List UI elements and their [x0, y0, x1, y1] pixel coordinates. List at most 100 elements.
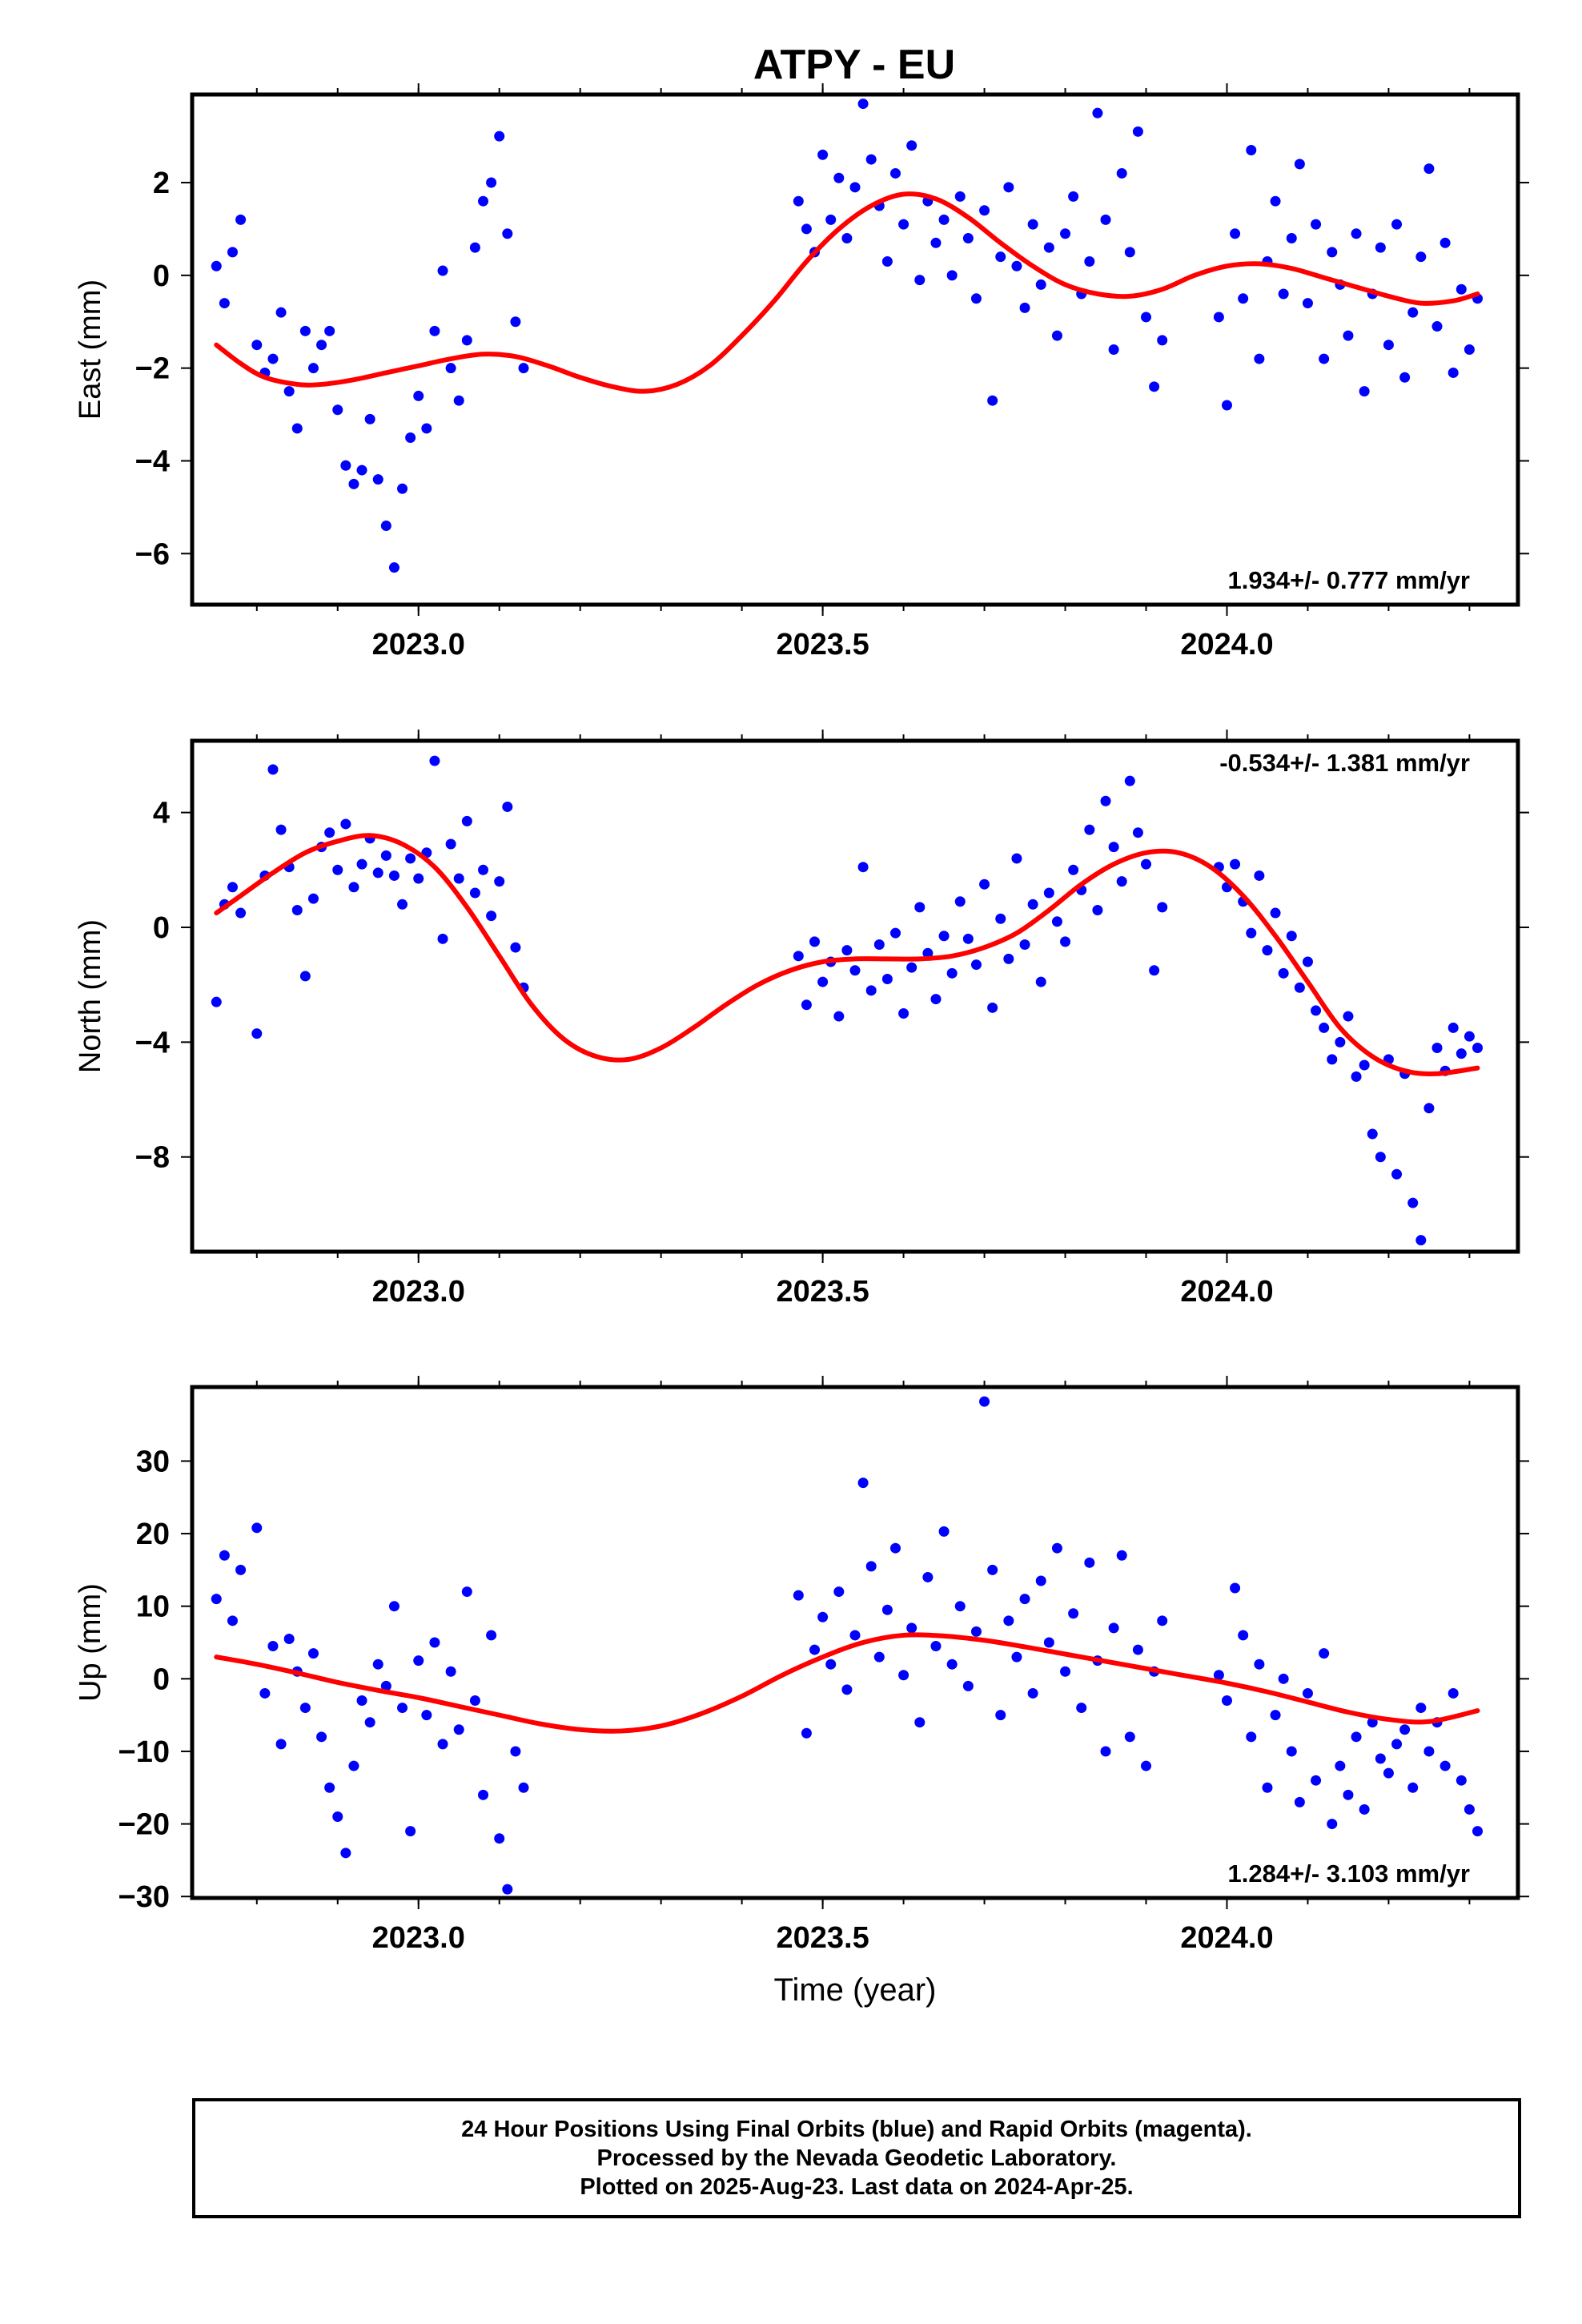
- data-point: [906, 140, 917, 151]
- data-point: [1213, 1670, 1224, 1681]
- data-point: [453, 873, 464, 884]
- data-point: [1464, 1031, 1475, 1042]
- data-point: [1343, 1011, 1354, 1022]
- data-point: [275, 1739, 287, 1750]
- data-point: [962, 233, 974, 244]
- data-point: [340, 1848, 351, 1859]
- data-point: [1278, 967, 1289, 979]
- plot-frame-east: [190, 92, 1520, 607]
- x-tick-label: 2023.5: [776, 1275, 869, 1309]
- data-point: [388, 1601, 400, 1612]
- y-tick-label: 10: [136, 1590, 170, 1624]
- data-point: [1447, 1022, 1459, 1033]
- data-point: [1399, 1724, 1411, 1735]
- data-point: [429, 1637, 440, 1648]
- y-tick-label: −8: [135, 1141, 170, 1175]
- data-point: [1124, 247, 1135, 258]
- data-point: [1051, 916, 1062, 927]
- data-point: [898, 219, 909, 230]
- data-point: [405, 1826, 416, 1837]
- x-tick-label: 2024.0: [1180, 628, 1273, 661]
- data-point: [494, 876, 505, 887]
- data-point: [502, 801, 513, 812]
- data-point: [1319, 1648, 1330, 1659]
- data-point: [1302, 1687, 1313, 1699]
- data-point: [817, 149, 829, 160]
- y-axis-label-north: North (mm): [74, 919, 107, 1073]
- data-point: [1157, 902, 1168, 913]
- data-point: [1116, 1550, 1127, 1561]
- data-point: [1472, 1043, 1484, 1054]
- data-point: [1343, 1789, 1354, 1800]
- data-point: [356, 858, 367, 870]
- data-point: [1270, 195, 1281, 207]
- data-point: [1311, 219, 1322, 230]
- data-point: [841, 233, 853, 244]
- data-point: [388, 562, 400, 573]
- data-point: [461, 815, 472, 826]
- data-point: [1431, 1043, 1443, 1054]
- footer-line-1: 24 Hour Positions Using Final Orbits (bl…: [461, 2117, 1252, 2142]
- data-point: [275, 824, 287, 835]
- y-tick-label: 0: [153, 911, 170, 945]
- y-tick-label: 0: [153, 259, 170, 293]
- data-point: [299, 325, 311, 336]
- data-point: [987, 395, 998, 406]
- data-point: [1132, 1644, 1143, 1655]
- data-point: [946, 270, 958, 281]
- x-tick-label: 2023.0: [372, 1921, 465, 1955]
- rate-annotation-north: -0.534+/- 1.381 mm/yr: [1219, 749, 1470, 777]
- data-point: [1238, 1630, 1249, 1641]
- data-point: [793, 951, 804, 962]
- data-point: [889, 927, 901, 939]
- x-tick-label: 2024.0: [1180, 1921, 1273, 1955]
- data-point: [1359, 1059, 1370, 1071]
- data-point: [332, 864, 343, 875]
- data-point: [1060, 936, 1071, 947]
- data-point: [833, 1586, 845, 1598]
- data-point: [1003, 953, 1014, 964]
- data-point: [1423, 1746, 1435, 1757]
- data-point: [445, 1666, 456, 1677]
- data-point: [1415, 1703, 1427, 1714]
- data-point: [405, 853, 416, 864]
- data-point: [1391, 1739, 1403, 1750]
- data-point: [227, 247, 238, 258]
- data-point: [865, 985, 877, 996]
- data-point: [1011, 853, 1022, 864]
- data-point: [833, 1011, 845, 1022]
- data-point: [469, 1695, 480, 1706]
- data-point: [283, 386, 295, 397]
- data-point: [1035, 1575, 1046, 1586]
- data-point: [1278, 288, 1289, 300]
- data-point: [380, 1680, 391, 1691]
- data-point: [987, 1002, 998, 1013]
- data-point: [316, 340, 327, 351]
- data-point: [1278, 1673, 1289, 1684]
- data-point: [453, 1724, 464, 1735]
- data-point: [930, 994, 942, 1005]
- data-point: [1076, 1703, 1087, 1714]
- data-point: [1221, 1695, 1232, 1706]
- data-point: [987, 1564, 998, 1575]
- data-point: [421, 1710, 432, 1721]
- data-point: [801, 999, 812, 1011]
- data-point: [251, 1028, 263, 1039]
- data-point: [380, 850, 391, 861]
- data-point: [825, 214, 837, 225]
- data-point: [1439, 237, 1451, 248]
- data-point: [469, 242, 480, 253]
- data-point: [324, 1782, 335, 1793]
- data-point: [219, 1550, 230, 1561]
- data-point: [235, 214, 247, 225]
- data-point: [453, 395, 464, 406]
- y-tick-label: −2: [135, 352, 170, 386]
- data-point: [979, 1396, 990, 1407]
- data-point: [914, 1717, 926, 1728]
- fit-line-north: [214, 833, 1480, 1076]
- data-point: [1035, 279, 1046, 290]
- data-point: [1084, 1557, 1095, 1568]
- data-layer-north: [211, 755, 1484, 1246]
- data-point: [421, 423, 432, 434]
